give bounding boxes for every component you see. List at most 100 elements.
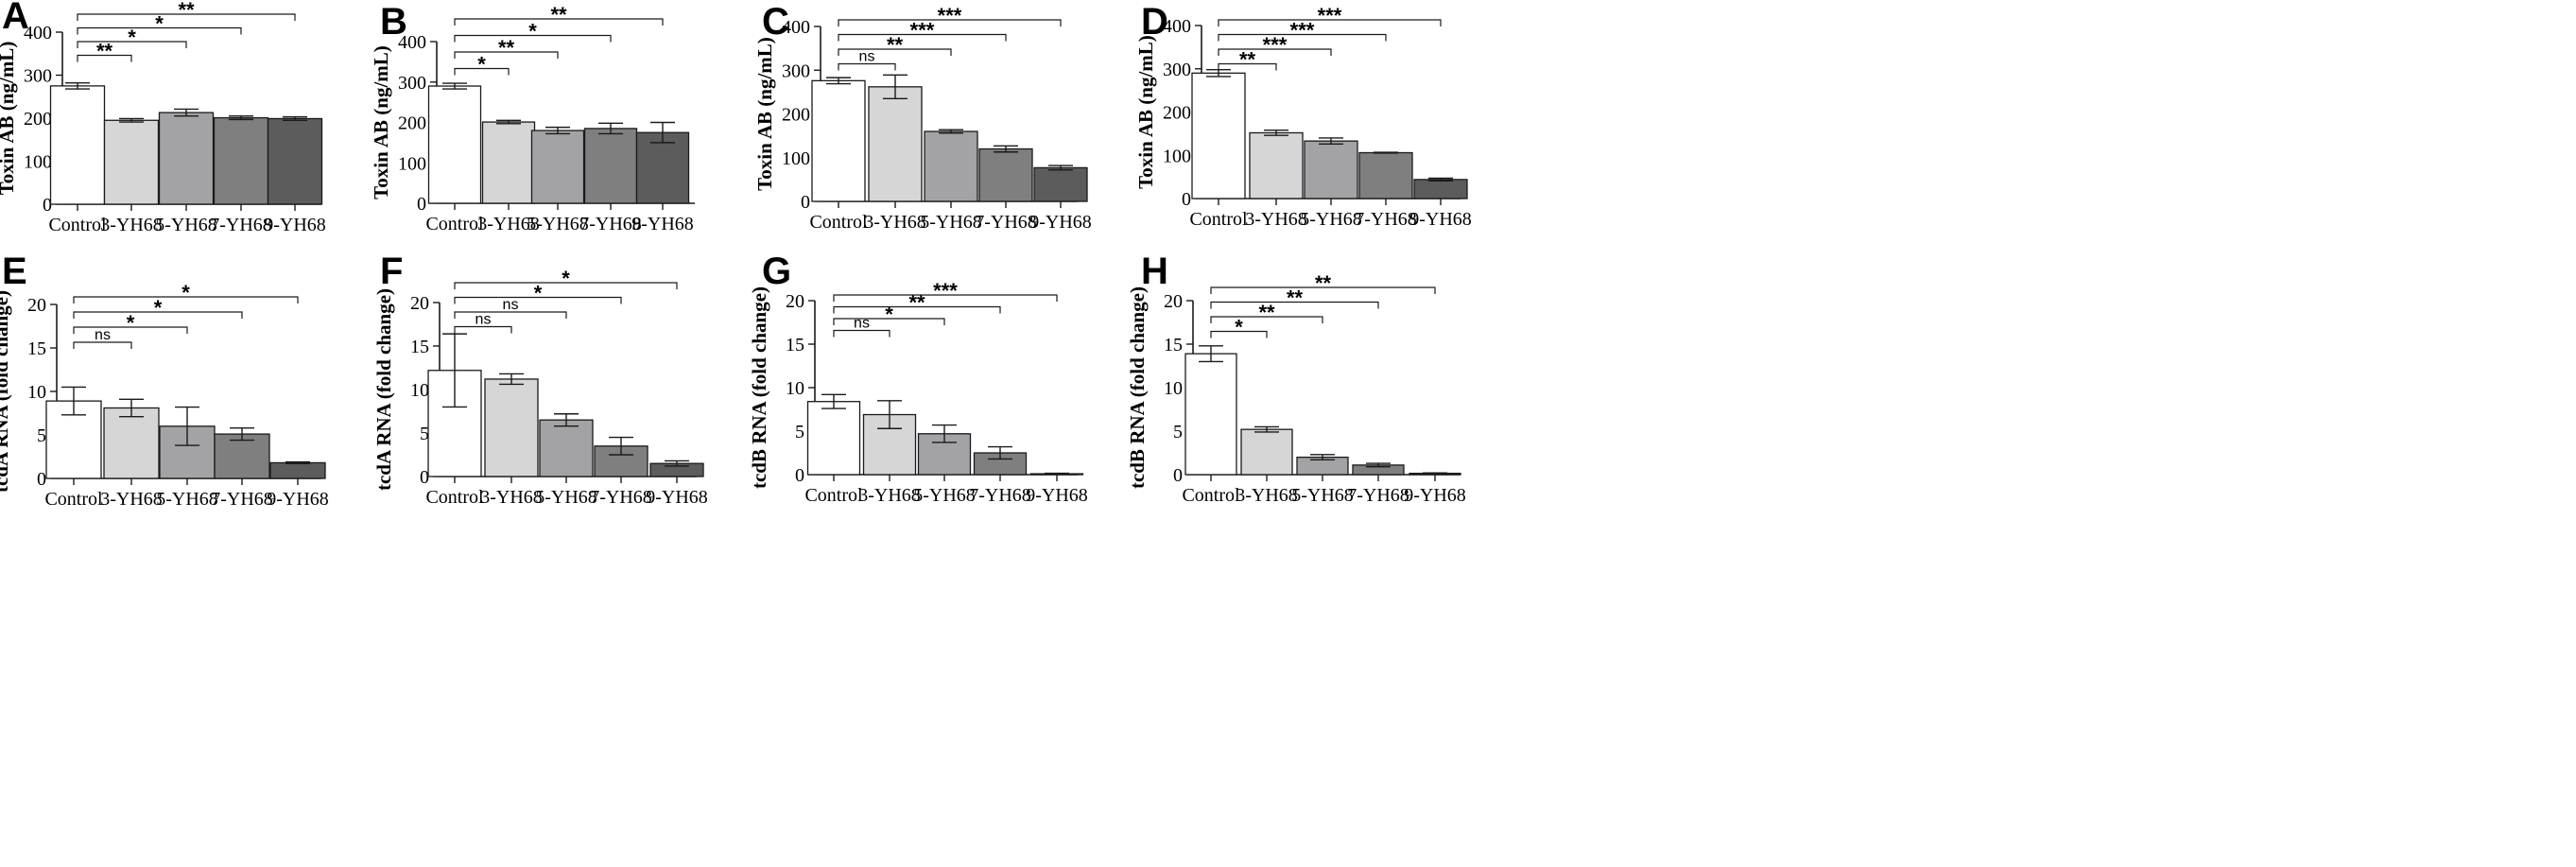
y-tick-label: 20 <box>27 295 46 316</box>
y-tick-label: 300 <box>782 61 810 81</box>
significance-label: * <box>128 26 136 49</box>
bar <box>1240 428 1293 476</box>
category-label: Control <box>809 212 868 233</box>
bar <box>811 79 866 202</box>
panel-a: A Toxin AB (ng/mL) 0 100 200 300 400 Control3-Y… <box>0 0 326 235</box>
y-tick-label: 200 <box>1163 103 1191 124</box>
significance-label: * <box>1235 316 1243 339</box>
y-axis-label: Toxin AB (ng/mL) <box>1134 35 1157 189</box>
y-axis-label: tcdA RNA (fold change) <box>0 290 12 493</box>
bar <box>806 401 861 476</box>
bar <box>103 119 160 205</box>
bar <box>1413 179 1468 199</box>
y-tick-label: 100 <box>398 153 426 174</box>
bar <box>103 407 160 479</box>
y-tick-label: 200 <box>782 105 810 126</box>
y-tick-label: 15 <box>410 337 429 357</box>
significance-label: * <box>885 303 893 326</box>
bar <box>484 378 539 477</box>
category-label: 7-YH68 <box>969 485 1031 506</box>
category-label: Control <box>44 489 103 510</box>
category-label: Control <box>1189 209 1248 230</box>
significance-bracket <box>454 18 664 26</box>
panel-label: A <box>2 0 29 37</box>
significance-bracket <box>1218 33 1387 42</box>
significance-label: * <box>528 20 537 43</box>
category-label: 3-YH68 <box>100 215 163 235</box>
y-tick-label: 5 <box>1173 422 1183 442</box>
y-tick-label: 200 <box>398 113 426 134</box>
y-tick-label: 5 <box>795 422 804 442</box>
significance-label: ns <box>854 316 870 332</box>
significance-label: * <box>562 267 570 290</box>
y-tick-label: 0 <box>43 195 52 216</box>
significance-label: ** <box>1315 271 1332 295</box>
significance-bracket <box>838 48 952 56</box>
significance-label: ** <box>1287 286 1304 310</box>
category-label: 9-YH68 <box>264 215 326 235</box>
y-tick-label: 0 <box>1173 465 1183 486</box>
significance-bracket <box>1210 330 1268 338</box>
significance-label: *** <box>938 4 962 27</box>
significance-bracket <box>77 54 132 62</box>
panel-label: B <box>380 1 407 43</box>
significance-bracket <box>833 305 1001 314</box>
y-axis-label: tcdB RNA (fold change) <box>1126 286 1149 489</box>
significance-label: ns <box>859 49 875 65</box>
significance-bracket <box>454 51 559 59</box>
panel-label: H <box>1141 251 1168 292</box>
significance-label: * <box>534 282 543 305</box>
y-tick-label: 5 <box>420 424 429 444</box>
category-label: 7-YH68 <box>579 214 642 234</box>
y-tick-label: 10 <box>786 378 804 399</box>
category-label: 5-YH68 <box>155 215 217 235</box>
y-tick-label: 20 <box>786 291 804 312</box>
panel-label: G <box>762 251 791 292</box>
significance-label: * <box>477 53 486 77</box>
bar <box>1249 131 1304 199</box>
y-tick-label: 300 <box>398 73 426 94</box>
category-label: 9-YH68 <box>1409 209 1472 230</box>
y-tick-label: 0 <box>417 194 426 215</box>
category-label: Control <box>48 215 107 235</box>
y-tick-label: 15 <box>27 338 46 359</box>
category-label: 9-YH68 <box>1026 485 1088 506</box>
y-tick-label: 5 <box>37 425 46 446</box>
bar <box>49 85 106 205</box>
category-label: Control <box>425 214 484 234</box>
significance-bracket <box>454 67 510 76</box>
category-label: 5-YH68 <box>1291 485 1354 506</box>
category-label: 7-YH68 <box>1347 485 1409 506</box>
significance-bracket <box>454 34 612 43</box>
bar <box>1304 140 1358 199</box>
significance-bracket <box>73 296 299 303</box>
significance-bracket <box>454 325 512 334</box>
panel-label: F <box>380 251 403 292</box>
bar <box>214 433 270 479</box>
y-tick-label: 400 <box>782 17 810 38</box>
y-tick-label: 100 <box>782 148 810 169</box>
significance-label: * <box>154 296 163 320</box>
significance-bracket <box>833 318 945 325</box>
bar <box>213 116 269 205</box>
y-tick-label: 100 <box>1163 146 1191 166</box>
y-tick-label: 10 <box>1164 378 1183 399</box>
significance-bracket <box>77 13 296 21</box>
y-tick-label: 100 <box>24 152 52 173</box>
significance-bracket <box>838 33 1007 42</box>
significance-label: *** <box>933 279 958 303</box>
y-axis-label: Toxin AB (ng/mL) <box>753 37 776 191</box>
bar <box>1184 353 1237 476</box>
y-tick-label: 300 <box>24 66 52 87</box>
bar <box>1033 166 1088 202</box>
significance-label: ** <box>498 36 515 60</box>
significance-label: ** <box>908 291 925 315</box>
bar <box>539 419 594 477</box>
significance-bracket <box>73 311 243 319</box>
significance-label: ns <box>503 297 519 313</box>
y-tick-label: 15 <box>1164 335 1183 355</box>
